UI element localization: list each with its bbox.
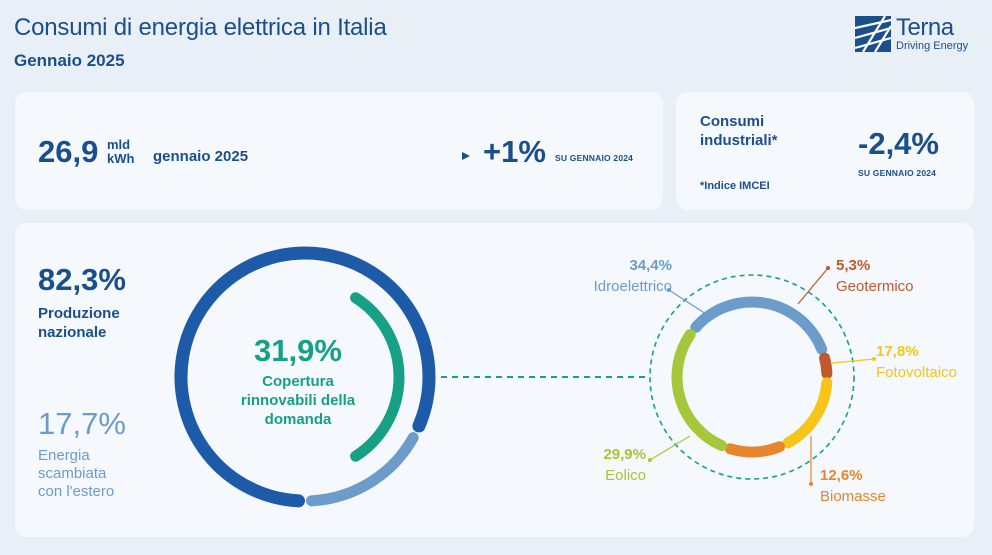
renewable-coverage-value: 31,9% — [254, 333, 342, 368]
consumption-delta: +1% — [483, 134, 546, 169]
page-subtitle: Gennaio 2025 — [14, 51, 125, 70]
consumption-card — [15, 92, 663, 210]
leader-geotermico — [797, 267, 829, 305]
renewable-coverage-label-line2: rinnovabili della — [240, 392, 356, 409]
renewable-coverage-label-line1: Copertura — [262, 373, 334, 390]
national-production-value: 82,3% — [38, 262, 126, 297]
leader-dot-idroelettrico — [667, 288, 671, 292]
national-production-label-line2: nazionale — [38, 324, 107, 341]
leader-dot-geotermico — [826, 266, 830, 270]
renewable-mix-labels: 34,4% Idroelettrico 5,3% Geotermico 17,8% Fot… — [594, 257, 957, 505]
industrial-card — [676, 92, 974, 210]
value-label-biomasse: 12,6% — [820, 467, 863, 484]
slice-fotovoltaico — [782, 377, 833, 449]
consumption-delta-label: SU GENNAIO 2024 — [555, 153, 634, 163]
consumption-unit-line2: kWh — [107, 151, 135, 166]
slice-geotermico — [819, 352, 833, 380]
value-label-eolico: 29,9% — [603, 446, 646, 463]
category-label-eolico: Eolico — [605, 467, 646, 484]
renewable-coverage-label: Copertura rinnovabili della domanda — [230, 372, 366, 429]
industrial-label-line1: Consumi — [700, 113, 765, 130]
category-label-idroelettrico: Idroelettrico — [594, 278, 672, 295]
renewable-mix-dashed-ring — [649, 274, 855, 480]
slice-eolico — [671, 329, 728, 452]
logo-tagline: Driving Energy — [896, 40, 969, 52]
category-label-biomasse: Biomasse — [820, 488, 886, 505]
national-production-label: Produzione nazionale — [38, 304, 148, 342]
renewable-mix-donut — [671, 296, 833, 458]
consumption-unit: mld kWh — [107, 138, 134, 166]
foreign-exchange-label-line2: scambiata — [38, 465, 107, 482]
slice-produzione-nazionale — [174, 246, 436, 508]
slice-idroelettrico — [690, 296, 828, 355]
leader-eolico — [649, 435, 691, 461]
value-label-geotermico: 5,3% — [836, 257, 870, 274]
renewable-coverage-arc — [350, 292, 405, 462]
foreign-exchange-label-line3: con l'estero — [38, 483, 115, 500]
production-donut — [174, 246, 436, 508]
leader-dot-fotovoltaico — [872, 357, 876, 361]
foreign-exchange-value: 17,7% — [38, 406, 126, 441]
slice-energia-scambiata-con-l-estero — [305, 432, 419, 507]
foreign-exchange-label: Energia scambiata con l'estero — [38, 447, 148, 501]
trend-arrow-icon — [294, 152, 470, 160]
logo-name: Terna — [896, 14, 954, 41]
page-title: Consumi di energia elettrica in Italia — [14, 14, 387, 41]
foreign-exchange-label-line1: Energia — [38, 447, 90, 464]
consumption-period: gennaio 2025 — [153, 148, 249, 165]
national-production-label-line1: Produzione — [38, 305, 120, 322]
leader-dot-eolico — [648, 458, 652, 462]
industrial-delta: -2,4% — [858, 126, 939, 161]
consumption-value: 26,9 — [38, 134, 99, 169]
consumption-unit-line1: mld — [107, 137, 131, 152]
value-label-fotovoltaico: 17,8% — [876, 343, 919, 360]
industrial-label: Consumi industriali* — [700, 112, 778, 150]
leader-fotovoltaico — [831, 358, 875, 364]
industrial-label-line2: industriali* — [700, 132, 778, 149]
terna-logo-icon — [855, 16, 891, 52]
category-label-geotermico: Geotermico — [836, 278, 914, 295]
industrial-delta-label: SU GENNAIO 2024 — [858, 168, 937, 178]
category-label-fotovoltaico: Fotovoltaico — [876, 364, 957, 381]
renewable-coverage-label-line3: domanda — [264, 411, 332, 428]
slice-biomasse — [724, 441, 785, 458]
value-label-idroelettrico: 34,4% — [629, 257, 672, 274]
industrial-note: *Indice IMCEI — [700, 180, 770, 192]
leader-idroelettrico — [668, 289, 707, 315]
leader-dot-biomasse — [809, 482, 813, 486]
